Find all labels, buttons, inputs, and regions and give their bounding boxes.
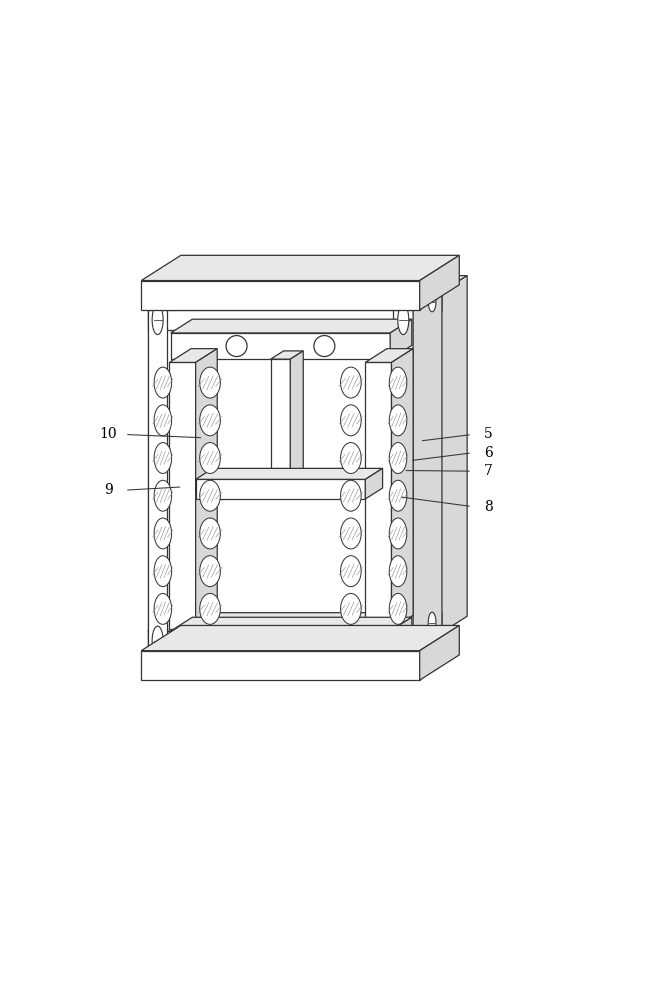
Polygon shape bbox=[141, 625, 460, 651]
Circle shape bbox=[226, 336, 247, 357]
Ellipse shape bbox=[389, 593, 407, 624]
Ellipse shape bbox=[389, 367, 407, 398]
Polygon shape bbox=[171, 333, 390, 359]
Polygon shape bbox=[148, 310, 413, 330]
Ellipse shape bbox=[200, 405, 220, 436]
Polygon shape bbox=[148, 310, 167, 651]
Text: 9: 9 bbox=[104, 483, 113, 497]
Polygon shape bbox=[169, 362, 195, 629]
Polygon shape bbox=[171, 631, 390, 656]
Polygon shape bbox=[365, 349, 413, 362]
Polygon shape bbox=[419, 255, 460, 310]
Polygon shape bbox=[148, 292, 442, 310]
Ellipse shape bbox=[341, 593, 361, 624]
Polygon shape bbox=[141, 281, 419, 310]
Polygon shape bbox=[413, 292, 442, 651]
Text: 5: 5 bbox=[484, 427, 493, 441]
Ellipse shape bbox=[200, 593, 220, 624]
Circle shape bbox=[314, 336, 334, 357]
Polygon shape bbox=[398, 305, 409, 335]
Ellipse shape bbox=[200, 518, 220, 549]
Polygon shape bbox=[413, 292, 442, 330]
Polygon shape bbox=[171, 319, 412, 333]
Ellipse shape bbox=[200, 443, 220, 473]
Ellipse shape bbox=[154, 367, 172, 398]
Polygon shape bbox=[428, 612, 436, 633]
Polygon shape bbox=[148, 613, 442, 631]
Ellipse shape bbox=[389, 556, 407, 587]
Polygon shape bbox=[195, 468, 383, 479]
Ellipse shape bbox=[341, 518, 361, 549]
Ellipse shape bbox=[154, 443, 172, 473]
Ellipse shape bbox=[389, 518, 407, 549]
Text: 6: 6 bbox=[484, 446, 493, 460]
Polygon shape bbox=[413, 276, 467, 651]
Polygon shape bbox=[428, 291, 436, 312]
Polygon shape bbox=[390, 319, 412, 359]
Polygon shape bbox=[419, 625, 460, 680]
Ellipse shape bbox=[341, 405, 361, 436]
Polygon shape bbox=[152, 305, 163, 335]
Ellipse shape bbox=[341, 367, 361, 398]
Ellipse shape bbox=[341, 556, 361, 587]
Polygon shape bbox=[271, 359, 290, 479]
Ellipse shape bbox=[341, 443, 361, 473]
Polygon shape bbox=[393, 310, 413, 651]
Ellipse shape bbox=[154, 405, 172, 436]
Polygon shape bbox=[398, 626, 409, 656]
Polygon shape bbox=[171, 617, 412, 631]
Polygon shape bbox=[365, 362, 391, 629]
Polygon shape bbox=[290, 351, 303, 479]
Polygon shape bbox=[141, 651, 419, 680]
Polygon shape bbox=[152, 626, 163, 656]
Polygon shape bbox=[390, 617, 412, 656]
Ellipse shape bbox=[154, 518, 172, 549]
Text: 8: 8 bbox=[484, 500, 493, 514]
Polygon shape bbox=[148, 631, 413, 651]
Ellipse shape bbox=[341, 480, 361, 511]
Polygon shape bbox=[148, 310, 413, 651]
Ellipse shape bbox=[200, 480, 220, 511]
Ellipse shape bbox=[389, 443, 407, 473]
Polygon shape bbox=[141, 255, 460, 281]
Ellipse shape bbox=[389, 480, 407, 511]
Polygon shape bbox=[195, 349, 217, 629]
Text: 7: 7 bbox=[484, 464, 493, 478]
Polygon shape bbox=[413, 613, 442, 651]
Polygon shape bbox=[391, 349, 413, 629]
Polygon shape bbox=[148, 276, 467, 310]
Ellipse shape bbox=[200, 556, 220, 587]
Polygon shape bbox=[365, 468, 383, 499]
Ellipse shape bbox=[154, 556, 172, 587]
Ellipse shape bbox=[154, 593, 172, 624]
Polygon shape bbox=[271, 351, 303, 359]
Ellipse shape bbox=[154, 480, 172, 511]
Text: 10: 10 bbox=[100, 427, 117, 441]
Polygon shape bbox=[195, 479, 365, 499]
Ellipse shape bbox=[389, 405, 407, 436]
Ellipse shape bbox=[200, 367, 220, 398]
Polygon shape bbox=[169, 349, 217, 362]
